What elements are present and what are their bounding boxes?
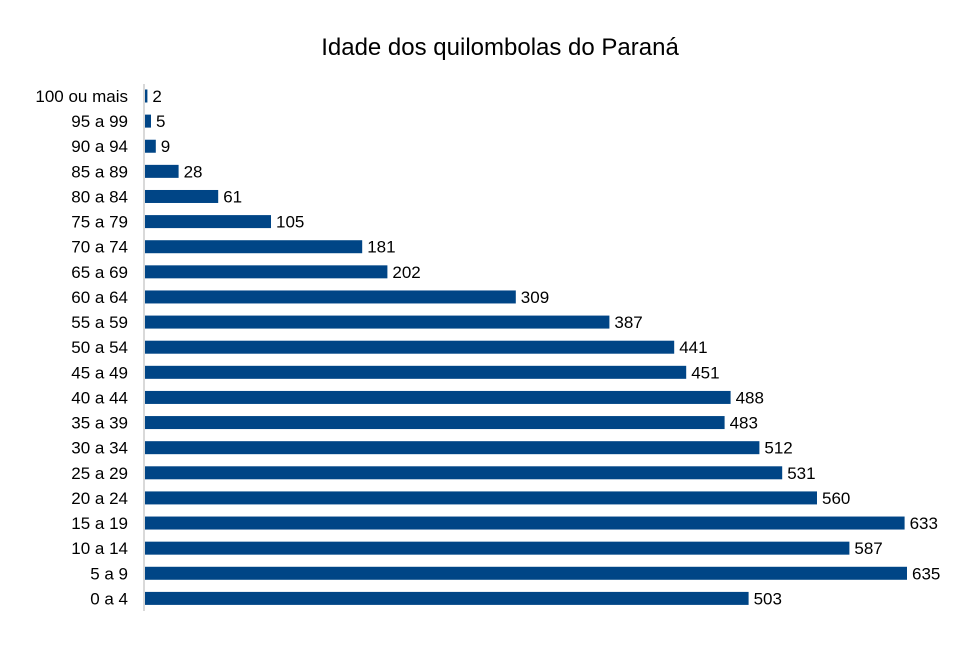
chart-title: Idade dos quilombolas do Paraná <box>321 34 679 61</box>
value-label-7: 483 <box>730 414 758 433</box>
bar-3 <box>145 516 905 530</box>
bar-17 <box>145 164 179 178</box>
bar-19 <box>145 114 151 128</box>
value-label-4: 560 <box>822 489 850 508</box>
category-label-17: 85 a 89 <box>71 162 128 181</box>
category-label-5: 25 a 29 <box>71 464 128 483</box>
bars-layer <box>145 89 907 605</box>
category-label-13: 65 a 69 <box>71 263 128 282</box>
bar-1 <box>145 566 907 580</box>
category-label-6: 30 a 34 <box>71 439 128 458</box>
value-label-9: 451 <box>691 363 719 382</box>
value-label-13: 202 <box>392 263 420 282</box>
bar-9 <box>145 365 687 379</box>
value-label-2: 587 <box>854 539 882 558</box>
bar-14 <box>145 240 363 254</box>
bar-18 <box>145 139 156 153</box>
value-label-18: 9 <box>161 137 170 156</box>
category-label-11: 55 a 59 <box>71 313 128 332</box>
bar-16 <box>145 189 219 203</box>
bar-7 <box>145 416 725 430</box>
value-label-12: 309 <box>521 288 549 307</box>
category-label-14: 70 a 74 <box>71 238 128 257</box>
bar-20 <box>145 89 148 103</box>
category-label-9: 45 a 49 <box>71 363 128 382</box>
category-labels: 0 a 4 5 a 9 10 a 14 15 a 19 20 a 24 25 a 29 30… <box>35 87 128 608</box>
value-label-14: 181 <box>367 238 395 257</box>
bar-8 <box>145 390 731 404</box>
value-label-3: 633 <box>910 514 938 533</box>
category-label-16: 80 a 84 <box>71 187 128 206</box>
category-label-8: 40 a 44 <box>71 388 128 407</box>
bar-13 <box>145 265 388 279</box>
bar-15 <box>145 215 271 229</box>
category-label-1: 5 a 9 <box>90 564 128 583</box>
value-label-17: 28 <box>184 162 203 181</box>
value-label-19: 5 <box>156 112 165 131</box>
bar-6 <box>145 441 760 455</box>
value-label-16: 61 <box>223 187 242 206</box>
value-label-20: 2 <box>152 87 161 106</box>
value-label-15: 105 <box>276 213 304 232</box>
value-label-6: 512 <box>764 439 792 458</box>
value-label-1: 635 <box>912 564 940 583</box>
value-label-10: 441 <box>679 338 707 357</box>
category-label-18: 90 a 94 <box>71 137 128 156</box>
category-label-20: 100 ou mais <box>35 87 128 106</box>
category-label-3: 15 a 19 <box>71 514 128 533</box>
category-label-7: 35 a 39 <box>71 414 128 433</box>
value-labels: 503 635 587 633 560 531 512 483 488 451 441 387 309 2… <box>152 87 940 608</box>
bar-0 <box>145 591 749 605</box>
bar-5 <box>145 466 783 480</box>
value-label-8: 488 <box>736 388 764 407</box>
value-label-11: 387 <box>614 313 642 332</box>
bar-10 <box>145 340 675 354</box>
category-label-4: 20 a 24 <box>71 489 128 508</box>
bar-4 <box>145 491 817 505</box>
bar-11 <box>145 315 610 329</box>
bar-2 <box>145 541 850 555</box>
value-label-5: 531 <box>787 464 815 483</box>
bar-12 <box>145 290 516 304</box>
category-label-2: 10 a 14 <box>71 539 128 558</box>
category-label-12: 60 a 64 <box>71 288 128 307</box>
category-label-19: 95 a 99 <box>71 112 128 131</box>
category-label-10: 50 a 54 <box>71 338 128 357</box>
category-label-15: 75 a 79 <box>71 213 128 232</box>
category-label-0: 0 a 4 <box>90 589 128 608</box>
value-label-0: 503 <box>754 589 782 608</box>
